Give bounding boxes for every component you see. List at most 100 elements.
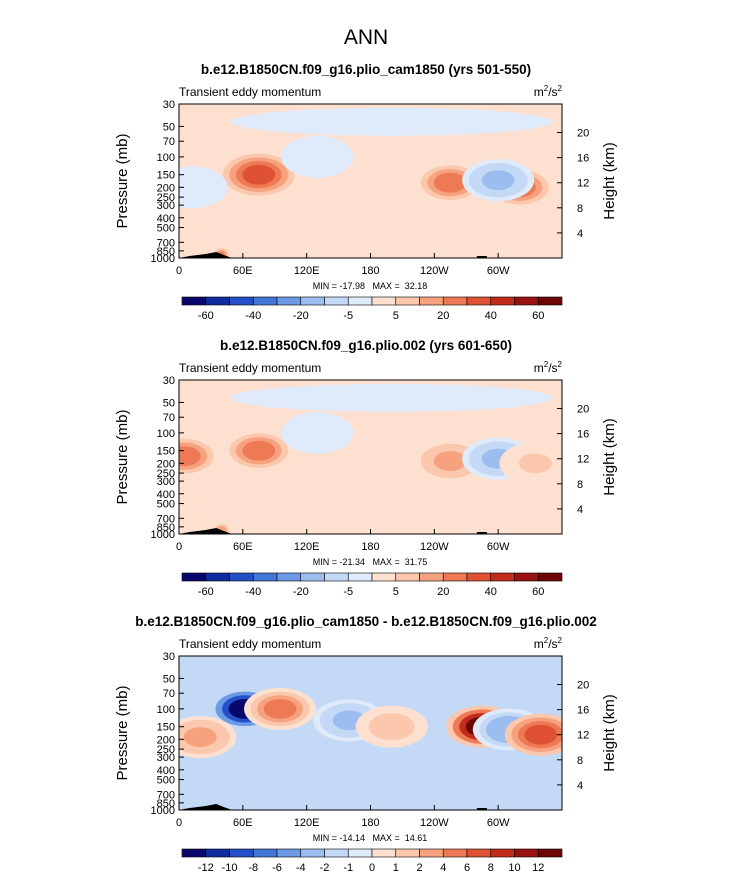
topography-andes — [476, 808, 487, 810]
panel-title: b.e12.B1850CN.f09_g16.plio_cam1850 - b.e… — [135, 614, 597, 629]
colorbar-label: 5 — [393, 586, 399, 598]
colorbar-swatch — [205, 848, 230, 858]
colorbar-label: 10 — [508, 862, 520, 874]
units-exp-1: 2 — [544, 636, 549, 645]
colorbar-swatch — [537, 572, 563, 582]
contour-positive-5 — [524, 724, 558, 745]
colorbar-swatch — [300, 848, 325, 858]
colorbar-label: 40 — [485, 310, 497, 322]
colorbar-swatch — [466, 848, 492, 858]
y-tick-label: 250 — [157, 192, 175, 204]
stratosphere-band — [230, 383, 553, 412]
colorbar-swatch — [252, 296, 278, 306]
colorbar-label: -5 — [343, 586, 353, 598]
colorbar-label: 40 — [485, 586, 497, 598]
y-tick-label: 400 — [157, 765, 175, 777]
colorbar-swatch — [205, 296, 230, 306]
units-label: m2/s2 — [534, 636, 563, 651]
colorbar-swatch — [371, 848, 397, 858]
x-tick-label: 120E — [294, 817, 320, 829]
y-tick-label: 50 — [163, 121, 175, 133]
units-base: m — [534, 637, 544, 651]
y-tick-label: 1000 — [151, 805, 175, 817]
colorbar-swatch — [395, 572, 420, 582]
topography-andes — [476, 532, 487, 534]
colorbar-swatch — [229, 572, 254, 582]
colorbar-label: 2 — [416, 862, 422, 874]
y-tick-label: 250 — [157, 744, 175, 756]
stratosphere-band — [230, 107, 553, 136]
x-tick-label: 120W — [420, 817, 449, 829]
colorbar-swatch — [276, 848, 302, 858]
colorbar-label: -10 — [222, 862, 238, 874]
contour-positive-1 — [433, 451, 467, 471]
colorbar-swatch — [466, 296, 492, 306]
y-right-tick-label: 16 — [577, 705, 589, 717]
panel-subtitle: Transient eddy momentum — [179, 361, 321, 375]
colorbar-label: -40 — [245, 310, 261, 322]
y-tick-label: 400 — [157, 213, 175, 225]
y-tick-label: 400 — [157, 489, 175, 501]
contour-negative-3 — [481, 170, 515, 191]
units-base: m — [534, 361, 544, 375]
x-tick-label: 120W — [420, 541, 449, 553]
y-tick-label: 30 — [163, 375, 175, 387]
units-mid: /s — [548, 85, 557, 99]
colorbar-label: 4 — [440, 862, 446, 874]
contour-positive-1 — [433, 172, 467, 193]
contour-positive-2 — [183, 727, 217, 747]
units-exp-2: 2 — [558, 360, 563, 369]
colorbar-swatch — [324, 296, 349, 306]
y-right-tick-label: 8 — [577, 479, 583, 491]
min-max-stats: MIN = -17.98 MAX = 32.18 — [313, 281, 428, 291]
chart-panel-3: b.e12.B1850CN.f09_g16.plio_cam1850 - b.e… — [114, 614, 618, 874]
y-right-tick-label: 12 — [577, 178, 589, 190]
colorbar-label: -1 — [343, 862, 353, 874]
contour-positive-4 — [518, 453, 552, 474]
x-tick-label: 0 — [176, 265, 182, 277]
y-right-tick-label: 8 — [577, 203, 583, 215]
units-label: m2/s2 — [534, 360, 563, 375]
colorbar-label: -60 — [198, 310, 214, 322]
y-tick-label: 250 — [157, 468, 175, 480]
y-right-tick-label: 12 — [577, 730, 589, 742]
y-tick-label: 200 — [157, 734, 175, 746]
colorbar-swatch — [300, 296, 325, 306]
colorbar-label: -20 — [293, 586, 309, 598]
contour-negative-4 — [179, 177, 209, 198]
panel-subtitle: Transient eddy momentum — [179, 637, 321, 651]
contour-negative-5 — [300, 422, 334, 443]
heatmap-field — [179, 656, 562, 810]
colorbar-swatch — [347, 848, 373, 858]
units-exp-2: 2 — [558, 84, 563, 93]
x-tick-label: 60E — [233, 265, 253, 277]
chart-panel-2: b.e12.B1850CN.f09_g16.plio.002 (yrs 601-… — [114, 338, 618, 598]
y-right-tick-label: 8 — [577, 755, 583, 767]
colorbar-swatch — [395, 848, 420, 858]
units-base: m — [534, 85, 544, 99]
y-tick-label: 30 — [163, 651, 175, 663]
colorbar-swatch — [490, 296, 515, 306]
colorbar-swatch — [300, 572, 325, 582]
x-tick-label: 120E — [294, 265, 320, 277]
units-label: m2/s2 — [534, 84, 563, 99]
y-tick-label: 100 — [157, 704, 175, 716]
y-tick-label: 200 — [157, 182, 175, 194]
colorbar-label: -6 — [272, 862, 282, 874]
y-tick-label: 1000 — [151, 529, 175, 541]
units-exp-1: 2 — [544, 84, 549, 93]
y-tick-label: 1000 — [151, 253, 175, 265]
x-tick-label: 0 — [176, 817, 182, 829]
colorbar-swatch — [395, 296, 420, 306]
colorbar-label: 60 — [532, 310, 544, 322]
colorbar-swatch — [252, 572, 278, 582]
topography — [179, 252, 233, 258]
y-axis-label: Pressure (mb) — [114, 685, 131, 780]
colorbar-swatch — [205, 572, 230, 582]
y-axis-label: Pressure (mb) — [114, 409, 131, 504]
y-right-tick-label: 20 — [577, 128, 589, 140]
colorbar-label: 1 — [393, 862, 399, 874]
colorbar-label: 12 — [532, 862, 544, 874]
